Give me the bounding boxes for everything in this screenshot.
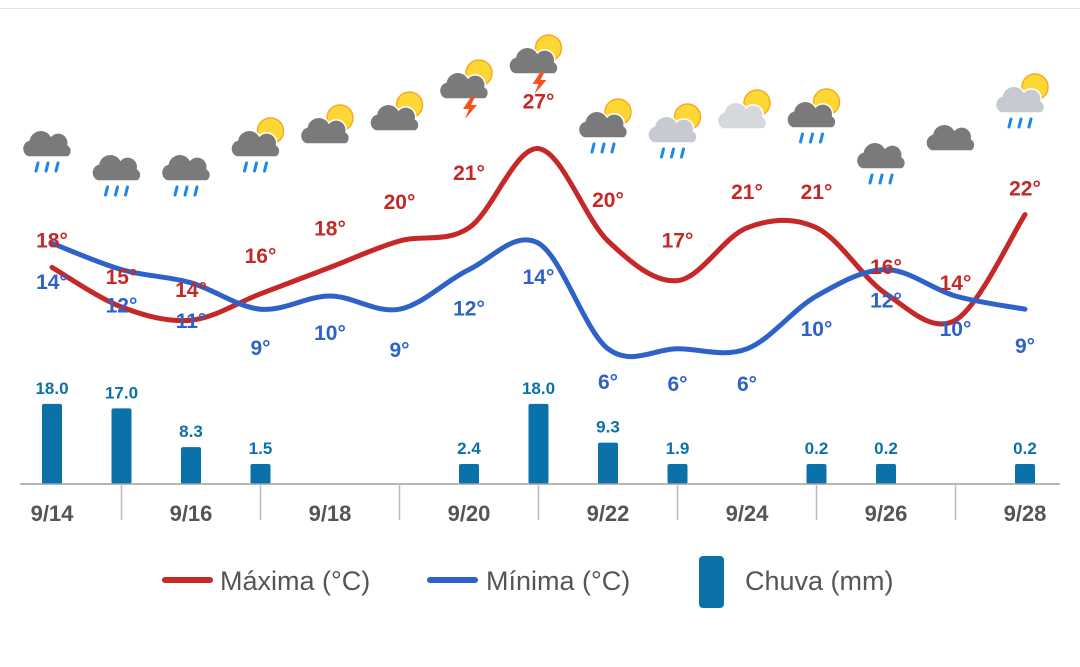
x-tick-label: 9/22 <box>587 501 630 526</box>
x-tick-label: 9/16 <box>170 501 213 526</box>
legend: Máxima (°C) Mínima (°C) Chuva (mm) <box>162 556 894 608</box>
legend-min-label: Mínima (°C) <box>486 566 630 596</box>
max-temp-label: 17° <box>662 230 694 253</box>
rain-bar <box>598 442 618 484</box>
sun-rain-cloud-icon <box>786 88 841 144</box>
min-temp-label: 6° <box>667 373 687 396</box>
sun-rain-cloud-icon <box>994 73 1049 129</box>
min-temp-label: 9° <box>250 337 270 360</box>
thunderstorm-icon <box>438 59 493 119</box>
rain-value-label: 18.0 <box>522 379 555 398</box>
max-temp-label: 16° <box>245 245 277 268</box>
rain-value-label: 0.2 <box>874 439 898 458</box>
x-tick-label: 9/28 <box>1004 501 1047 526</box>
sun-cloud-icon <box>299 104 354 145</box>
x-tick-label: 9/14 <box>31 501 75 526</box>
x-tick-label: 9/24 <box>726 501 770 526</box>
min-temp-label: 14° <box>36 271 68 294</box>
legend-item-min[interactable]: Mínima (°C) <box>427 566 630 596</box>
max-temp-label: 14° <box>175 279 207 302</box>
thunderstorm-icon <box>508 34 563 94</box>
rain-value-label: 1.9 <box>666 439 690 458</box>
rain-cloud-icon <box>21 129 73 173</box>
rain-value-label: 2.4 <box>457 439 481 458</box>
max-temp-label: 21° <box>801 181 833 204</box>
min-temp-label: 9° <box>1015 335 1035 358</box>
min-temp-label: 6° <box>598 371 618 394</box>
max-temp-label: 20° <box>592 189 624 212</box>
rain-cloud-icon <box>160 153 212 197</box>
rain-value-label: 1.5 <box>249 439 273 458</box>
max-temp-line <box>49 146 1028 327</box>
rain-bar <box>1015 464 1035 484</box>
min-temp-label: 10° <box>314 322 346 345</box>
sun-cloud-icon <box>369 91 424 132</box>
max-temp-label: 18° <box>36 229 68 252</box>
rain-bar <box>111 408 132 484</box>
legend-max-label: Máxima (°C) <box>220 566 370 596</box>
legend-rain-label: Chuva (mm) <box>745 566 894 596</box>
min-temp-label: 12° <box>453 298 485 321</box>
max-temp-label: 21° <box>453 162 485 185</box>
cloud-icon <box>925 123 976 152</box>
min-temp-line <box>49 237 1028 360</box>
rain-bar <box>181 447 201 484</box>
x-tick-label: 9/20 <box>448 501 491 526</box>
max-temp-label: 15° <box>106 266 138 289</box>
legend-rain-swatch <box>699 556 724 608</box>
rain-bar <box>459 464 479 484</box>
rain-cloud-icon <box>855 141 907 185</box>
rain-value-label: 17.0 <box>105 383 138 402</box>
sun-rain-cloud-icon <box>647 103 702 159</box>
max-temp-label: 21° <box>731 181 763 204</box>
min-temp-label: 12° <box>106 295 138 318</box>
sun-cloud-icon <box>716 89 771 130</box>
x-tick-label: 9/26 <box>865 501 908 526</box>
min-temp-label: 14° <box>523 266 555 289</box>
max-temp-label: 20° <box>384 191 416 214</box>
rain-bar <box>876 464 896 484</box>
rain-value-label: 0.2 <box>805 439 829 458</box>
rain-value-label: 8.3 <box>179 422 203 441</box>
min-temp-label: 11° <box>176 310 207 333</box>
max-temp-label: 22° <box>1009 178 1041 201</box>
legend-item-rain[interactable]: Chuva (mm) <box>699 556 894 608</box>
min-temp-label: 12° <box>870 290 902 313</box>
rain-value-label: 18.0 <box>35 379 68 398</box>
max-temp-label: 16° <box>870 256 902 279</box>
legend-item-max[interactable]: Máxima (°C) <box>162 566 370 596</box>
rain-value-label: 9.3 <box>596 418 620 437</box>
min-temp-label: 10° <box>940 318 972 341</box>
max-temp-label: 14° <box>940 272 972 295</box>
max-temp-label: 18° <box>314 217 346 240</box>
rain-bar <box>667 464 688 484</box>
min-temp-label: 9° <box>389 339 409 362</box>
top-divider <box>0 8 1080 9</box>
rain-bar <box>250 464 271 484</box>
rain-bar <box>528 403 549 484</box>
min-temp-label: 6° <box>737 373 757 396</box>
x-tick-label: 9/18 <box>309 501 352 526</box>
rain-bar <box>806 464 827 484</box>
rain-bar <box>42 403 62 484</box>
rain-value-label: 0.2 <box>1013 439 1037 458</box>
max-temp-label: 27° <box>523 91 555 114</box>
min-temp-label: 10° <box>801 318 833 341</box>
sun-rain-cloud-icon <box>577 98 632 154</box>
sun-rain-cloud-icon <box>230 117 285 173</box>
rain-cloud-icon <box>91 153 142 197</box>
